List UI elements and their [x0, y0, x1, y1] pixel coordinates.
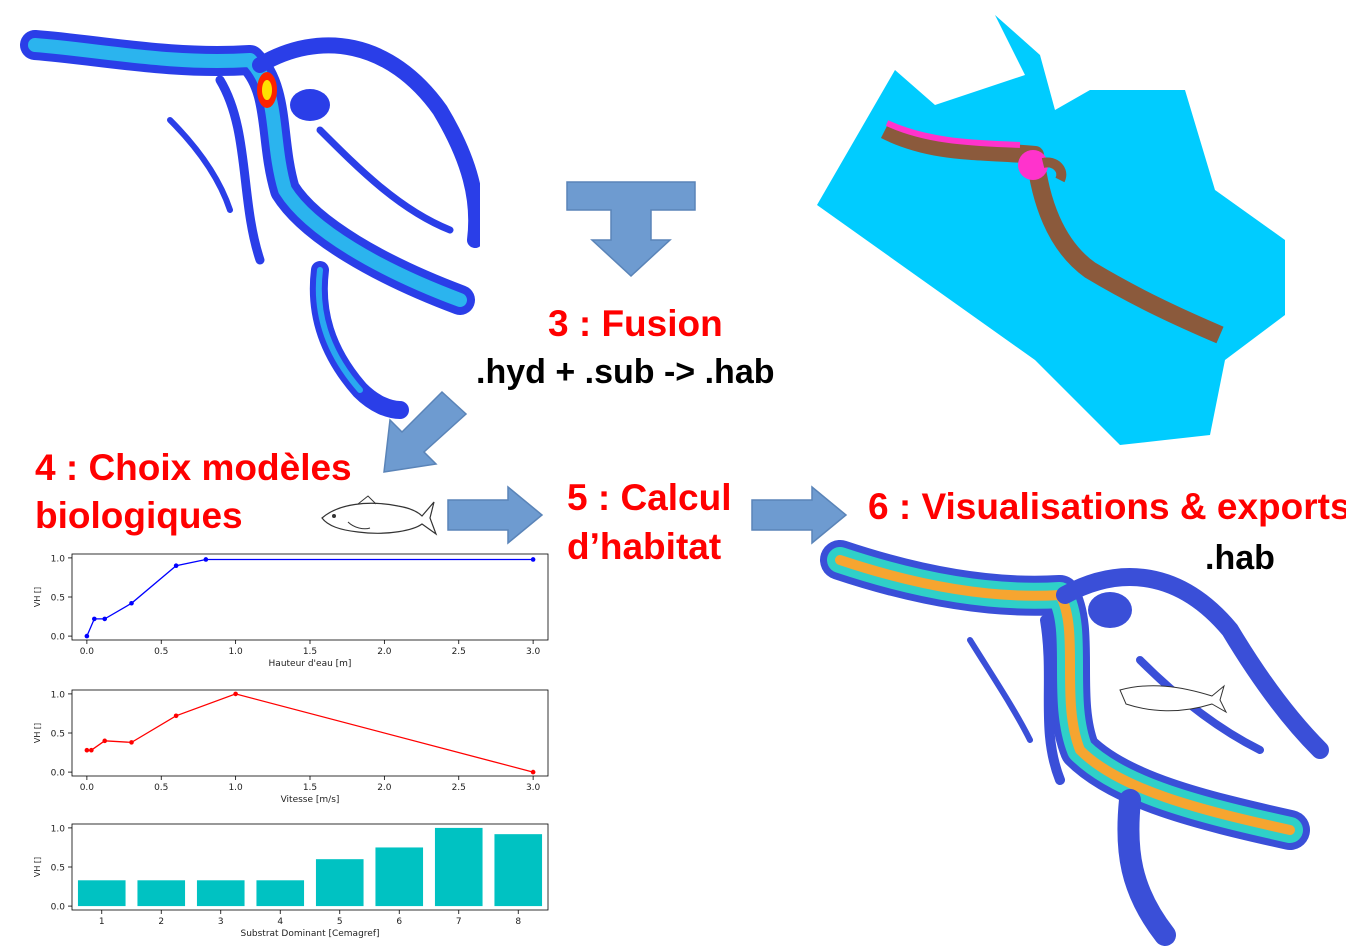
y-tick-label: 0.5 — [51, 730, 65, 740]
substrate-map — [817, 15, 1285, 445]
x-tick-label: 2 — [158, 917, 164, 927]
plot-frame — [71, 553, 549, 641]
x-tick-label: 1.0 — [228, 647, 243, 657]
data-point — [233, 691, 238, 697]
x-tick-label: 8 — [515, 917, 521, 927]
x-tick-label: 3 — [218, 917, 224, 927]
habitat-title-line1: 5 : Calcul — [567, 477, 732, 518]
bar — [494, 834, 543, 907]
x-tick-label: 1.0 — [228, 783, 243, 793]
right-arrow-models — [447, 485, 544, 545]
velocity-suitability-chart: 0.0 0.5 1.0 VH [] Vitesse [m/s] 0.0 0.5 1.0 1.5 2… — [33, 689, 549, 805]
y-tick-label: 0.5 — [51, 594, 65, 604]
habitat-map — [820, 540, 1329, 946]
x-tick-label: 2.0 — [377, 783, 392, 793]
right-arrow-habitat — [751, 485, 848, 545]
x-tick-label: 1 — [99, 917, 105, 927]
visual-ext: .hab — [1205, 539, 1275, 577]
visual-title: 6 : Visualisations & exports — [868, 486, 1346, 527]
data-point — [173, 713, 179, 719]
data-point — [129, 740, 134, 745]
bar — [315, 859, 364, 907]
x-tick-label: 5 — [337, 917, 343, 927]
bar — [196, 880, 245, 907]
x-tick-label: 1.5 — [303, 783, 317, 793]
data-point — [530, 769, 536, 775]
x-tick-label: 0.0 — [80, 783, 95, 793]
data-point — [203, 557, 209, 562]
x-tick-label: 6 — [396, 917, 402, 927]
data-point — [84, 633, 90, 639]
down-left-arrow — [383, 390, 468, 473]
x-axis-label: Hauteur d'eau [m] — [269, 659, 352, 669]
models-title-line1: 4 : Choix modèles — [35, 447, 352, 488]
depth-suitability-chart: 0.0 0.5 1.0 VH [] Hauteur d'eau [m] 0.0 0.5 1.0… — [33, 553, 549, 669]
data-point — [89, 747, 94, 753]
data-point — [102, 616, 108, 622]
substrate-suitability-chart: 0.0 0.5 1.0 VH [] Substrat Dominant [Cemagre… — [33, 823, 549, 939]
bar — [77, 880, 126, 907]
hydraulic-map — [20, 30, 480, 419]
fish-icon — [321, 495, 438, 536]
bar — [137, 880, 186, 907]
y-tick-label: 0.0 — [51, 903, 66, 913]
x-tick-label: 4 — [277, 917, 283, 927]
bar — [375, 847, 424, 907]
data-point — [92, 616, 97, 622]
x-tick-label: 1.5 — [303, 647, 317, 657]
x-tick-label: 2.5 — [452, 783, 466, 793]
x-tick-label: 0.0 — [80, 647, 95, 657]
x-axis-label: Vitesse [m/s] — [281, 795, 340, 805]
x-tick-label: 3.0 — [526, 647, 541, 657]
y-tick-label: 1.0 — [51, 690, 66, 700]
plot-frame — [71, 689, 549, 777]
x-tick-label: 0.5 — [154, 783, 168, 793]
habitat-title-line2: d’habitat — [567, 526, 722, 567]
y-tick-label: 0.0 — [51, 769, 66, 779]
y-tick-label: 1.0 — [51, 554, 66, 564]
fusion-formula: .hyd + .sub -> .hab — [476, 353, 775, 391]
x-tick-label: 2.0 — [377, 647, 392, 657]
y-tick-label: 1.0 — [51, 824, 66, 834]
y-axis-label: VH [] — [33, 587, 42, 607]
x-tick-label: 3.0 — [526, 783, 541, 793]
y-axis-label: VH [] — [33, 857, 42, 877]
y-axis-label: VH [] — [33, 723, 42, 743]
fusion-title: 3 : Fusion — [548, 303, 723, 344]
y-tick-label: 0.5 — [51, 864, 65, 874]
x-tick-label: 2.5 — [452, 647, 466, 657]
bar — [434, 827, 483, 907]
y-tick-label: 0.0 — [51, 633, 66, 643]
x-tick-label: 0.5 — [154, 647, 168, 657]
x-axis-label: Substrat Dominant [Cemagref] — [240, 929, 379, 939]
data-point — [84, 747, 90, 753]
fusion-arrow — [566, 181, 696, 278]
bar — [256, 880, 305, 907]
data-point — [129, 600, 134, 606]
x-tick-label: 7 — [456, 917, 462, 927]
data-point — [173, 563, 179, 569]
data-point — [102, 738, 108, 744]
models-title-line2: biologiques — [35, 495, 243, 536]
data-point — [530, 557, 536, 562]
